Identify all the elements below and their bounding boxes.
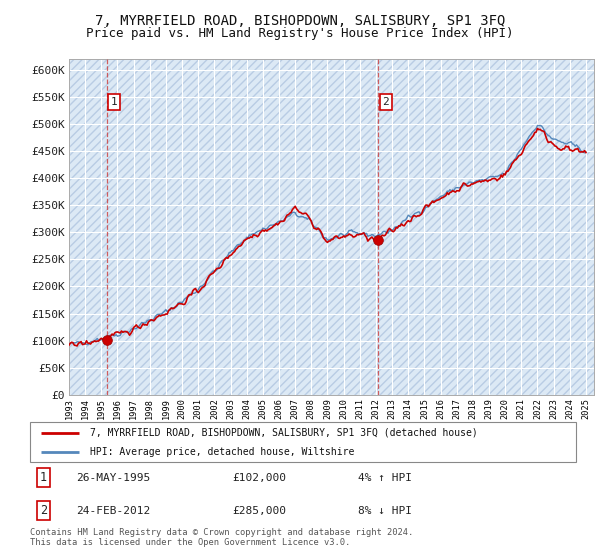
Text: 26-MAY-1995: 26-MAY-1995 bbox=[76, 473, 151, 483]
Text: £285,000: £285,000 bbox=[232, 506, 286, 516]
FancyBboxPatch shape bbox=[30, 422, 576, 462]
Text: HPI: Average price, detached house, Wiltshire: HPI: Average price, detached house, Wilt… bbox=[90, 447, 355, 457]
Text: 7, MYRRFIELD ROAD, BISHOPDOWN, SALISBURY, SP1 3FQ (detached house): 7, MYRRFIELD ROAD, BISHOPDOWN, SALISBURY… bbox=[90, 428, 478, 437]
Text: 1: 1 bbox=[40, 471, 47, 484]
Text: 2: 2 bbox=[40, 504, 47, 517]
Text: 8% ↓ HPI: 8% ↓ HPI bbox=[358, 506, 412, 516]
Text: Price paid vs. HM Land Registry's House Price Index (HPI): Price paid vs. HM Land Registry's House … bbox=[86, 27, 514, 40]
Text: 1: 1 bbox=[110, 97, 117, 107]
Text: 7, MYRRFIELD ROAD, BISHOPDOWN, SALISBURY, SP1 3FQ: 7, MYRRFIELD ROAD, BISHOPDOWN, SALISBURY… bbox=[95, 14, 505, 28]
Text: 2: 2 bbox=[383, 97, 389, 107]
Text: Contains HM Land Registry data © Crown copyright and database right 2024.
This d: Contains HM Land Registry data © Crown c… bbox=[30, 528, 413, 547]
Text: £102,000: £102,000 bbox=[232, 473, 286, 483]
Text: 4% ↑ HPI: 4% ↑ HPI bbox=[358, 473, 412, 483]
Text: 24-FEB-2012: 24-FEB-2012 bbox=[76, 506, 151, 516]
